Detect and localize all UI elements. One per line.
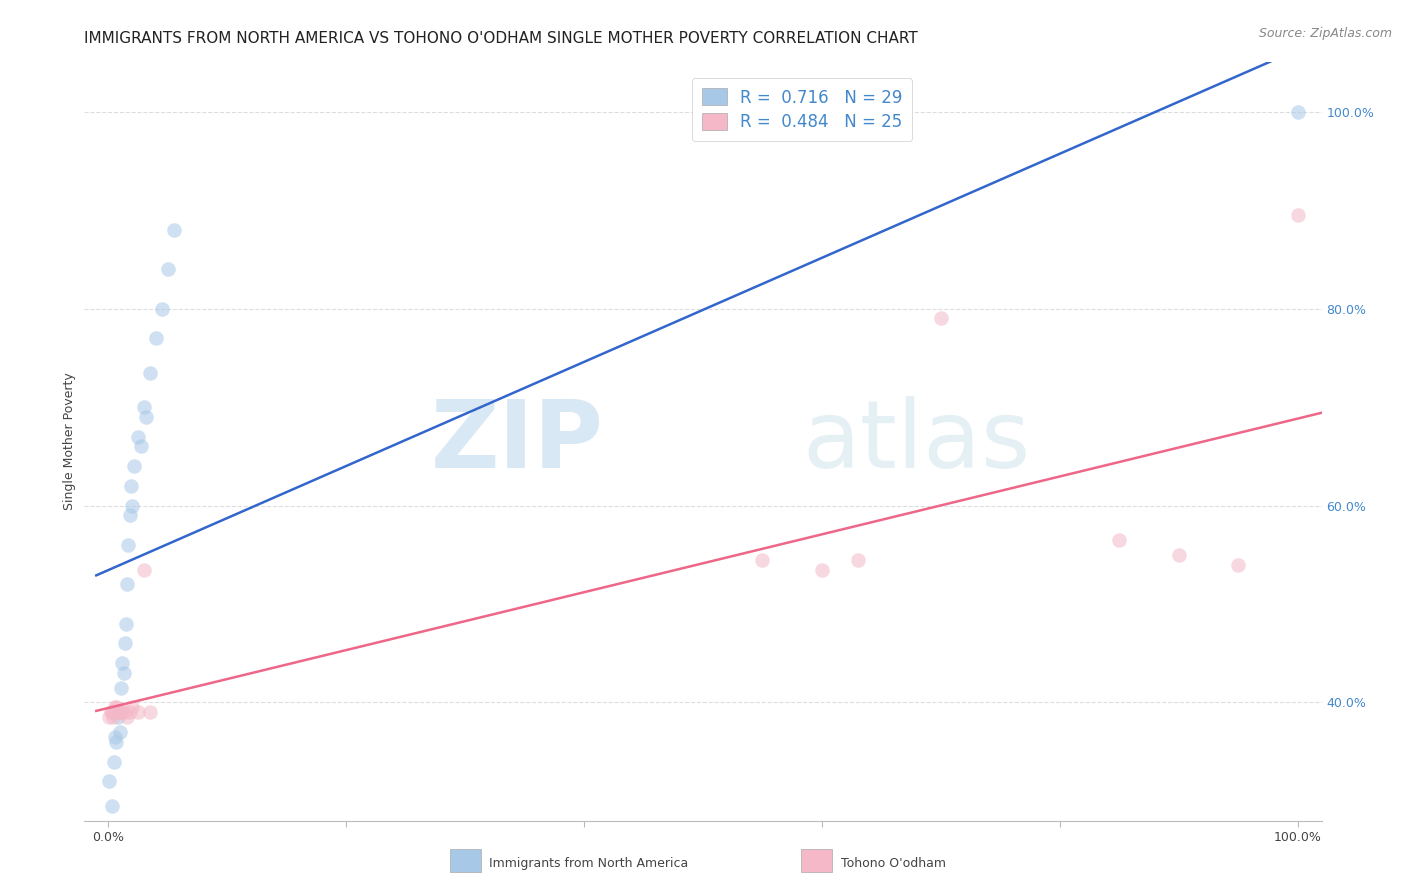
Point [118,508,141,523]
Point [162,223,184,237]
Point [1227,558,1250,572]
Point [124,459,146,474]
Point [100,706,122,720]
Point [145,331,167,345]
Point [98,710,121,724]
Point [115,710,138,724]
Point [121,499,143,513]
Text: ZIP: ZIP [432,395,605,488]
Point [115,616,138,631]
Y-axis label: Single Mother Poverty: Single Mother Poverty [63,373,76,510]
Point [111,706,134,720]
Point [103,706,125,720]
Point [1286,104,1309,119]
Point [120,479,142,493]
Point [100,798,122,813]
Point [111,656,134,670]
Point [1108,533,1130,547]
Point [751,552,773,566]
Point [105,735,128,749]
Point [1167,548,1189,562]
Point [115,577,138,591]
Point [101,710,124,724]
Point [114,636,136,650]
Point [846,552,869,566]
Point [108,725,131,739]
Point [107,706,129,720]
Point [1286,208,1309,222]
Point [156,262,179,277]
Point [103,755,125,769]
Text: IMMIGRANTS FROM NORTH AMERICA VS TOHONO O'ODHAM SINGLE MOTHER POVERTY CORRELATIO: IMMIGRANTS FROM NORTH AMERICA VS TOHONO … [84,31,918,46]
Point [811,563,834,577]
Point [132,400,155,414]
Point [929,311,952,326]
Point [108,706,131,720]
Point [132,563,155,577]
Point [127,429,149,443]
Point [139,366,162,380]
Point [107,710,129,724]
Text: Immigrants from North America: Immigrants from North America [489,857,689,870]
Text: Tohono O'odham: Tohono O'odham [841,857,946,870]
Point [98,774,121,789]
Point [105,700,128,714]
Legend: R =  0.716   N = 29, R =  0.484   N = 25: R = 0.716 N = 29, R = 0.484 N = 25 [692,78,912,141]
Point [139,706,162,720]
Point [110,681,132,695]
Point [135,409,157,424]
Point [104,700,127,714]
Point [100,706,122,720]
Point [150,301,173,316]
Point [108,706,131,720]
Point [121,700,143,714]
Point [112,665,135,680]
Text: atlas: atlas [801,395,1031,488]
Point [118,706,141,720]
Point [131,440,153,454]
Point [104,730,127,744]
Point [117,538,139,552]
Text: Source: ZipAtlas.com: Source: ZipAtlas.com [1258,27,1392,40]
Point [127,706,149,720]
Point [114,706,136,720]
